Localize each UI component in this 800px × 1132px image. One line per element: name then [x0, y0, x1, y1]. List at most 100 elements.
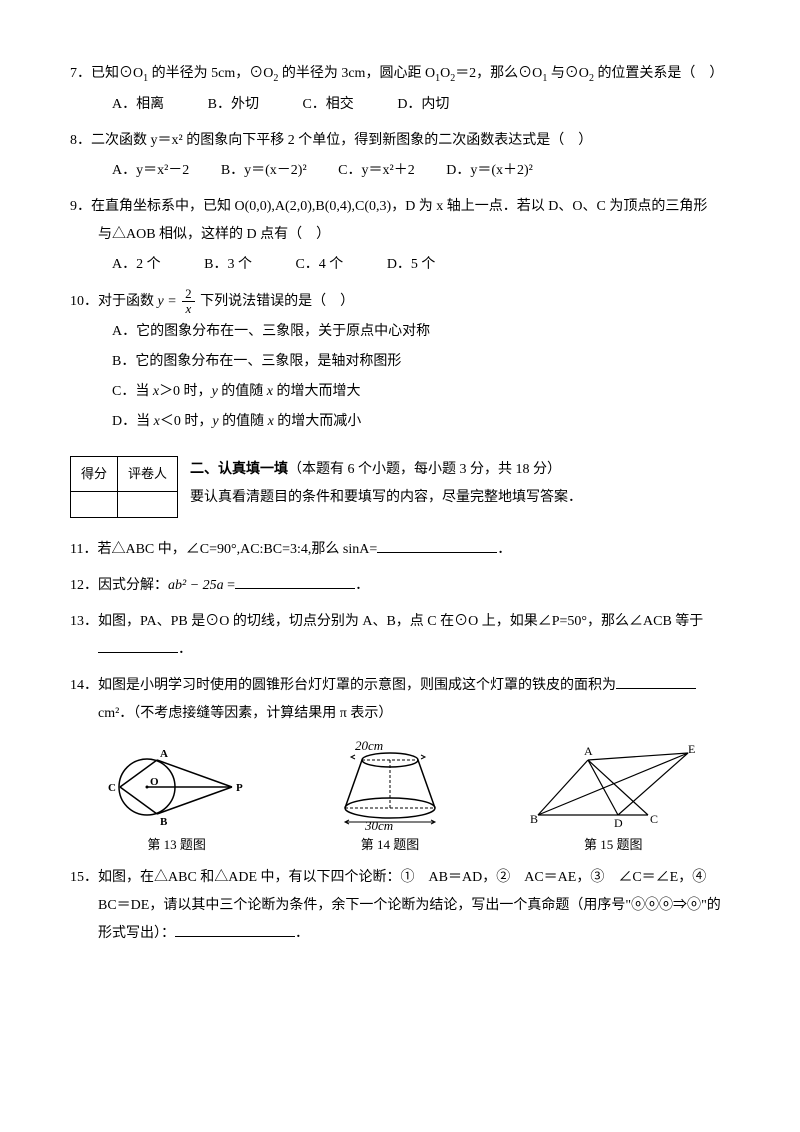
section-subtitle: （本题有 6 个小题，每小题 3 分，共 18 分）	[288, 462, 561, 477]
q7-part: 7．已知⊙O	[70, 66, 143, 81]
t: C．当	[112, 384, 153, 399]
q8-opt-c: C．y＝x²＋2	[338, 157, 415, 185]
symbol-pattern: ⓞⓞⓞ⇒ⓞ	[631, 898, 701, 913]
q7-text: 7．已知⊙O1 的半径为 5cm，⊙O2 的半径为 3cm，圆心距 O1O2＝2…	[70, 60, 730, 89]
question-7: 7．已知⊙O1 的半径为 5cm，⊙O2 的半径为 3cm，圆心距 O1O2＝2…	[70, 60, 730, 119]
q7-part: 的位置关系是（ ）	[594, 66, 724, 81]
question-10: 10．对于函数 y = 2 x 下列说法错误的是（ ） A．它的图象分布在一、三…	[70, 287, 730, 437]
t: 的增大而减小	[274, 414, 362, 429]
question-11: 11．若△ABC 中，∠C=90°,AC:BC=3:4,那么 sinA=．	[70, 536, 730, 564]
t: 的值随	[219, 414, 268, 429]
figure-13: A B C O P 第 13 题图	[102, 745, 252, 858]
q15-t2a: BC＝DE，请以其中三个论断为条件，余下一个论断为结论，写出一个真命题（用序号"	[98, 898, 631, 913]
question-14: 14．如图是小明学习时使用的圆锥形台灯灯罩的示意图，则围成这个灯罩的铁皮的面积为…	[70, 672, 730, 728]
q12-text: 12．因式分解：	[70, 578, 168, 593]
q10-opt-c: C．当 x＞0 时，y 的值随 x 的增大而增大	[70, 378, 730, 406]
q9-options: A．2 个 B．3 个 C．4 个 D．5 个	[70, 251, 730, 279]
figures-row: A B C O P 第 13 题图 20cm 30cm 第 14 题图	[70, 740, 730, 858]
q8-options: A．y＝x²－2 B．y＝(x－2)² C．y＝x²＋2 D．y＝(x＋2)²	[70, 157, 730, 185]
q7-part: 的半径为 5cm，⊙O	[148, 66, 273, 81]
q7-part: 的半径为 3cm，圆心距 O	[278, 66, 435, 81]
f15-c: C	[650, 812, 658, 826]
t: ＞0 时，	[159, 384, 212, 399]
q10-denominator: x	[182, 302, 195, 316]
score-cell[interactable]	[71, 492, 118, 518]
q9-opt-a: A．2 个	[112, 251, 161, 279]
f14-caption: 第 14 题图	[315, 832, 465, 858]
q15-t2b: "的	[701, 898, 721, 913]
q15-text: 15．如图，在△ABC 和△ADE 中，有以下四个论断：① AB＝AD，② AC…	[70, 864, 730, 892]
q7-part: O	[440, 66, 450, 81]
q15-blank[interactable]	[175, 936, 295, 937]
q10-text: 10．对于函数 y = 2 x 下列说法错误的是（ ）	[70, 287, 730, 317]
q11-text: 11．若△ABC 中，∠C=90°,AC:BC=3:4,那么 sinA=	[70, 542, 377, 557]
f13-caption: 第 13 题图	[102, 832, 252, 858]
q13-blank[interactable]	[98, 652, 178, 653]
q10-fraction: 2 x	[182, 287, 195, 317]
q13-text: 13．如图，PA、PB 是⊙O 的切线，切点分别为 A、B，点 C 在⊙O 上，…	[70, 608, 730, 636]
f13-a: A	[160, 748, 168, 760]
q10-opt-b: B．它的图象分布在一、三象限，是轴对称图形	[70, 348, 730, 376]
grader-cell[interactable]	[118, 492, 178, 518]
q9-opt-c: C．4 个	[295, 251, 343, 279]
question-15: 15．如图，在△ABC 和△ADE 中，有以下四个论断：① AB＝AD，② AC…	[70, 864, 730, 948]
figure-13-svg: A B C O P	[102, 745, 252, 830]
figure-15: A B C D E 第 15 题图	[528, 745, 698, 858]
q7-opt-c: C．相交	[302, 91, 353, 119]
q14-blank[interactable]	[616, 688, 696, 689]
q8-opt-b: B．y＝(x－2)²	[221, 157, 307, 185]
t: 的增大而增大	[273, 384, 361, 399]
q8-opt-d: D．y＝(x＋2)²	[446, 157, 533, 185]
q7-opt-a: A．相离	[112, 91, 164, 119]
t: ＜0 时，	[160, 414, 213, 429]
q7-opt-d: D．内切	[397, 91, 449, 119]
q8-text: 8．二次函数 y＝x² 的图象向下平移 2 个单位，得到新图象的二次函数表达式是…	[70, 127, 730, 155]
q7-part: 与⊙O	[547, 66, 589, 81]
f13-o: O	[150, 776, 159, 788]
q10-part: 10．对于函数	[70, 294, 158, 309]
grader-header: 评卷人	[118, 457, 178, 492]
f15-caption: 第 15 题图	[528, 832, 698, 858]
q12-expr: ab² − 25a	[168, 578, 224, 593]
f15-a: A	[584, 745, 593, 758]
q11-blank[interactable]	[377, 552, 497, 553]
q8-opt-a: A．y＝x²－2	[112, 157, 189, 185]
q9-text2: 与△AOB 相似，这样的 D 点有（ ）	[70, 221, 730, 249]
q15-text3-row: 形式写出）：．	[70, 920, 730, 948]
q14-text2: cm²．（不考虑接缝等因素，计算结果用 π 表示）	[70, 700, 730, 728]
q9-opt-d: D．5 个	[387, 251, 436, 279]
t: D．当	[112, 414, 154, 429]
q14-t1: 14．如图是小明学习时使用的圆锥形台灯灯罩的示意图，则围成这个灯罩的铁皮的面积为	[70, 678, 616, 693]
q15-t3: 形式写出）：	[98, 926, 175, 941]
q7-opt-b: B．外切	[208, 91, 259, 119]
q9-opt-b: B．3 个	[204, 251, 252, 279]
figure-15-svg: A B C D E	[528, 745, 698, 830]
f15-e: E	[688, 745, 695, 756]
f13-c: C	[108, 782, 116, 794]
q10-y: y =	[158, 294, 177, 309]
f15-b: B	[530, 812, 538, 826]
q14-text: 14．如图是小明学习时使用的圆锥形台灯灯罩的示意图，则围成这个灯罩的铁皮的面积为	[70, 672, 730, 700]
score-table: 得分 评卷人	[70, 456, 178, 518]
q9-text: 9．在直角坐标系中，已知 O(0,0),A(2,0),B(0,4),C(0,3)…	[70, 193, 730, 221]
t: 的值随	[218, 384, 267, 399]
f14-top: 20cm	[355, 740, 383, 753]
figure-14-svg: 20cm 30cm	[315, 740, 465, 830]
f15-d: D	[614, 816, 623, 830]
f13-p: P	[236, 782, 243, 794]
q10-part: 下列说法错误的是（ ）	[200, 294, 354, 309]
q7-options: A．相离 B．外切 C．相交 D．内切	[70, 91, 730, 119]
question-12: 12．因式分解：ab² − 25a =．	[70, 572, 730, 600]
question-9: 9．在直角坐标系中，已知 O(0,0),A(2,0),B(0,4),C(0,3)…	[70, 193, 730, 279]
section-title: 二、认真填一填	[190, 462, 288, 477]
q15-text2: BC＝DE，请以其中三个论断为条件，余下一个论断为结论，写出一个真命题（用序号"…	[70, 892, 730, 920]
f13-b: B	[160, 816, 168, 828]
figure-14: 20cm 30cm 第 14 题图	[315, 740, 465, 858]
score-header: 得分	[71, 457, 118, 492]
q13-blank-row: ．	[70, 636, 730, 664]
q7-part: ＝2，那么⊙O	[455, 66, 542, 81]
q10-opt-a: A．它的图象分布在一、三象限，关于原点中心对称	[70, 318, 730, 346]
section-2: 得分 评卷人 二、认真填一填（本题有 6 个小题，每小题 3 分，共 18 分）…	[70, 456, 730, 524]
q12-blank[interactable]	[235, 588, 355, 589]
q10-opt-d: D．当 x＜0 时，y 的值随 x 的增大而减小	[70, 408, 730, 436]
